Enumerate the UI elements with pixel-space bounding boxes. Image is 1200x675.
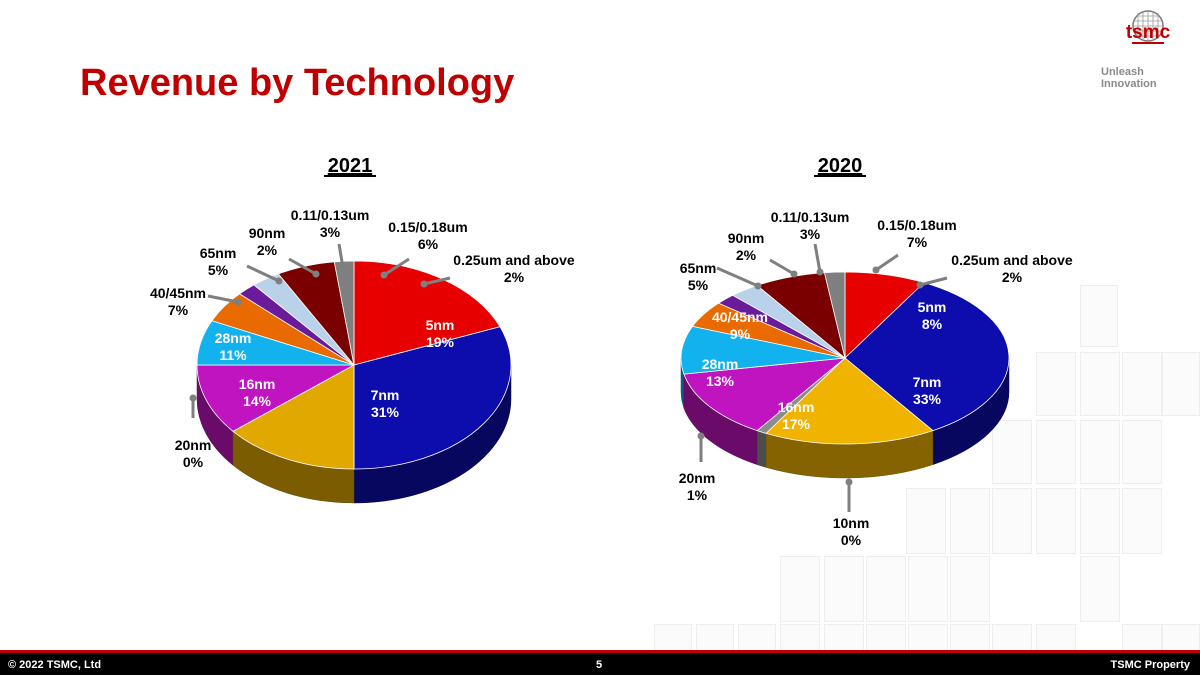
page-title: Revenue by Technology [80, 62, 515, 104]
slice-label-90nm: 90nm [249, 225, 286, 241]
slice-value-40-45nm: 7% [168, 302, 189, 318]
slice-label-16nm: 16nm [239, 376, 276, 392]
leader-dot-0-11-0-13um [816, 268, 824, 276]
slice-value-90nm: 2% [257, 242, 278, 258]
leader-line-90nm [769, 258, 795, 276]
leader-dot-65nm [275, 277, 283, 285]
slice-label-40-45nm: 40/45nm [150, 285, 206, 301]
slice-value-0-25um-and-above: 2% [504, 269, 525, 285]
slice-label-65nm: 65nm [680, 260, 717, 276]
pie-slice-28nm [683, 357, 847, 432]
leader-line-0-15-0-18um [875, 253, 899, 272]
slice-value-0-11-0-13um: 3% [320, 224, 341, 240]
slice-label-7nm: 7nm [371, 387, 400, 403]
pie-slice-7nm [353, 326, 512, 470]
slice-value-7nm: 33% [913, 391, 942, 407]
slice-label-16nm: 16nm [778, 399, 815, 415]
leader-line-0-15-0-18um [383, 257, 410, 277]
slice-label-0-11-0-13um: 0.11/0.13um [771, 209, 850, 225]
pie-slice-0-25um-and-above [823, 271, 846, 359]
pie-slice-7nm [844, 282, 1010, 432]
slice-value-5nm: 19% [426, 334, 455, 350]
slice-value-28nm: 11% [219, 347, 247, 363]
background-pattern [640, 280, 1200, 652]
leader-dot-40-45nm [234, 298, 242, 306]
slice-value-90nm: 2% [736, 247, 757, 263]
leader-line-65nm [246, 264, 280, 283]
slice-value-5nm: 8% [922, 316, 943, 332]
leader-dot-90nm [312, 270, 320, 278]
slice-label-40-45nm: 40/45nm [712, 309, 768, 325]
logo-tagline: Unleash Innovation [1101, 66, 1157, 90]
leader-dot-0-15-0-18um [380, 271, 388, 279]
slice-label-28nm: 28nm [215, 330, 252, 346]
slice-value-0-11-0-13um: 3% [800, 226, 821, 242]
slice-label-28nm: 28nm [702, 356, 739, 372]
leader-line-0-25um-and-above [423, 276, 451, 286]
pie-slice-28nm [196, 364, 355, 432]
slice-label-20nm: 20nm [679, 470, 716, 486]
chart-title: 2020 [818, 155, 863, 177]
leader-dot-10nm [845, 478, 853, 486]
slice-value-16nm: 14% [243, 393, 272, 409]
pie-side-20nm [756, 430, 767, 468]
slice-value-28nm: 13% [706, 373, 735, 389]
tsmc-logo: tsmc [1126, 10, 1171, 44]
leader-dot-20nm [189, 394, 197, 402]
slice-value-20nm: 0% [183, 454, 204, 470]
leader-line-0-25um-and-above [919, 276, 948, 287]
slice-value-10nm: 0% [841, 532, 862, 548]
slice-label-90nm: 90nm [728, 230, 765, 246]
slice-label-0-15-0-18um: 0.15/0.18um [877, 217, 956, 233]
slice-label-65nm: 65nm [200, 245, 237, 261]
leader-dot-90nm [790, 270, 798, 278]
chart-title: 2021 [328, 155, 373, 177]
pie-slice-0-25um-and-above [333, 260, 355, 366]
slice-value-0-25um-and-above: 2% [1002, 269, 1023, 285]
pie-slice-40-45nm [680, 325, 846, 375]
slice-label-0-15-0-18um: 0.15/0.18um [388, 219, 467, 235]
leader-line-40-45nm [207, 294, 239, 304]
leader-line-90nm [288, 257, 317, 276]
leader-dot-0-25um-and-above [916, 281, 924, 289]
slice-label-0-11-0-13um: 0.11/0.13um [291, 207, 370, 223]
leader-dot-20nm [697, 432, 705, 440]
slice-label-7nm: 7nm [913, 374, 942, 390]
logo-wordmark: tsmc [1126, 22, 1171, 43]
footer-copyright: © 2022 TSMC, Ltd [8, 659, 102, 671]
slice-label-5nm: 5nm [918, 299, 947, 315]
pie-top-faces [196, 260, 512, 470]
pie-slice-16nm [232, 364, 355, 470]
slice-label-0-25um-and-above: 0.25um and above [453, 252, 575, 268]
leader-dot-0-11-0-13um [340, 270, 348, 278]
slice-label-0-25um-and-above: 0.25um and above [951, 252, 1073, 268]
slice-value-0-15-0-18um: 6% [418, 236, 439, 252]
leader-line-0-11-0-13um [813, 243, 822, 273]
slice-label-10nm: 10nm [833, 515, 870, 531]
leader-dot-65nm [754, 282, 762, 290]
slice-value-40-45nm: 9% [730, 326, 751, 342]
footer-property: TSMC Property [1110, 659, 1190, 671]
pie-slice-16nm [765, 357, 934, 445]
slice-value-0-15-0-18um: 7% [907, 234, 928, 250]
slice-value-65nm: 5% [208, 262, 229, 278]
leader-line-0-11-0-13um [337, 243, 346, 275]
slice-value-65nm: 5% [688, 277, 709, 293]
leader-dot-0-25um-and-above [420, 280, 428, 288]
slice-label-5nm: 5nm [426, 317, 455, 333]
slice-value-7nm: 31% [371, 404, 400, 420]
slice-value-16nm: 17% [782, 416, 811, 432]
leader-dot-0-15-0-18um [872, 266, 880, 274]
revenue-pie-charts: 20215nm19%7nm31%16nm14%20nm0%28nm11%40/4… [150, 155, 1073, 548]
leader-line-65nm [716, 266, 759, 288]
page-number: 5 [596, 659, 603, 671]
footer-bar: © 2022 TSMC, Ltd 5 TSMC Property [0, 650, 1200, 675]
slice-value-20nm: 1% [687, 487, 708, 503]
slice-label-20nm: 20nm [175, 437, 212, 453]
